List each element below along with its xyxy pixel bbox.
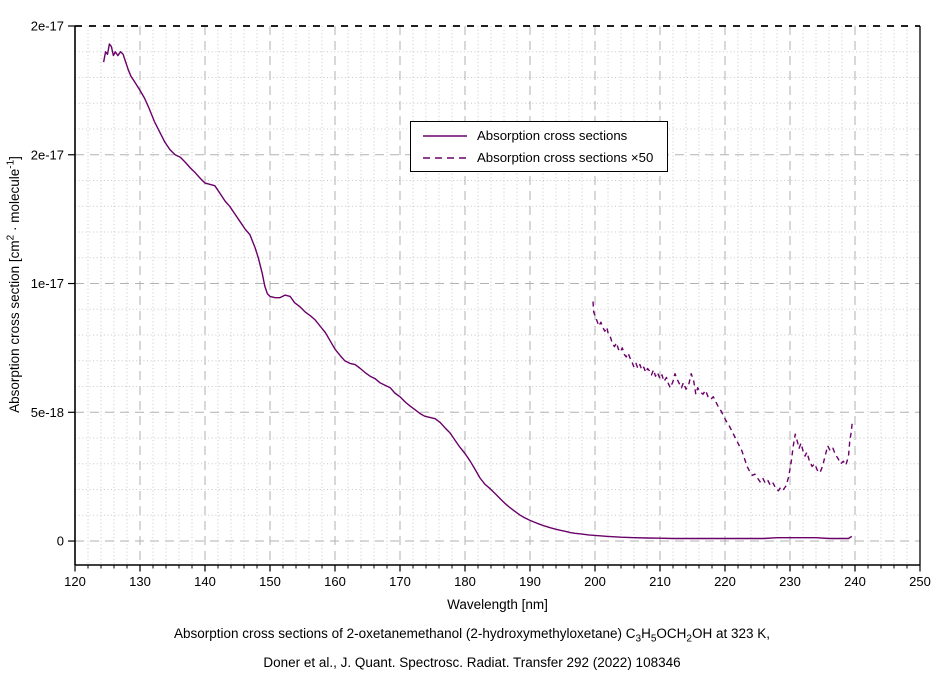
x-axis-tick-label: 180 <box>454 574 476 589</box>
y-axis-title: Absorption cross section [cm2 · molecule… <box>6 85 23 485</box>
y-axis-title-text: Absorption cross section [cm <box>7 240 22 413</box>
dashed-line-sample-icon <box>423 156 467 159</box>
legend-box: Absorption cross sections Absorption cro… <box>410 121 668 172</box>
legend-entry-dashed: Absorption cross sections ×50 <box>423 149 667 167</box>
x-axis-tick-label: 190 <box>519 574 541 589</box>
x-axis-tick-label: 240 <box>844 574 866 589</box>
x-axis-tick-label: 230 <box>779 574 801 589</box>
x-axis-tick-label: 250 <box>909 574 931 589</box>
y-axis-title-superscript: 2 <box>5 234 17 241</box>
x-axis-tick-label: 120 <box>64 574 86 589</box>
x-axis-tick-label: 210 <box>649 574 671 589</box>
legend-label: Absorption cross sections ×50 <box>477 150 654 165</box>
x-axis-tick-label: 160 <box>324 574 346 589</box>
x-axis-tick-label: 200 <box>584 574 606 589</box>
y-axis-tick-label: 5e-18 <box>31 405 64 420</box>
caption-line-2: Doner et al., J. Quant. Spectrosc. Radia… <box>263 654 681 670</box>
y-axis-tick-label: 1e-17 <box>31 276 64 291</box>
y-axis-tick-label: 2e-17 <box>31 147 64 162</box>
x-axis-tick-label: 140 <box>194 574 216 589</box>
y-axis-tick-label: 0 <box>57 534 64 549</box>
y-axis-tick-label: 2e-17 <box>31 19 64 34</box>
x-axis-tick-label: 170 <box>389 574 411 589</box>
y-axis-title-text: · molecule <box>7 168 22 235</box>
x-axis-tick-label: 150 <box>259 574 281 589</box>
y-axis-title-superscript: -1 <box>5 159 17 169</box>
figure-caption: Absorption cross sections of 2-oxetaneme… <box>0 622 944 674</box>
caption-line-1: Absorption cross sections of 2-oxetaneme… <box>174 626 770 645</box>
x-axis-tick-label: 130 <box>129 574 151 589</box>
dashed-series-curve <box>592 301 854 492</box>
solid-series-curve <box>102 43 853 540</box>
legend-label: Absorption cross sections <box>477 128 628 143</box>
solid-line-sample-icon <box>423 134 467 137</box>
y-axis-title-text: ] <box>7 156 22 160</box>
x-axis-title: Wavelength [nm] <box>447 597 548 612</box>
legend-entry-solid: Absorption cross sections <box>423 127 667 145</box>
x-axis-tick-label: 220 <box>714 574 736 589</box>
